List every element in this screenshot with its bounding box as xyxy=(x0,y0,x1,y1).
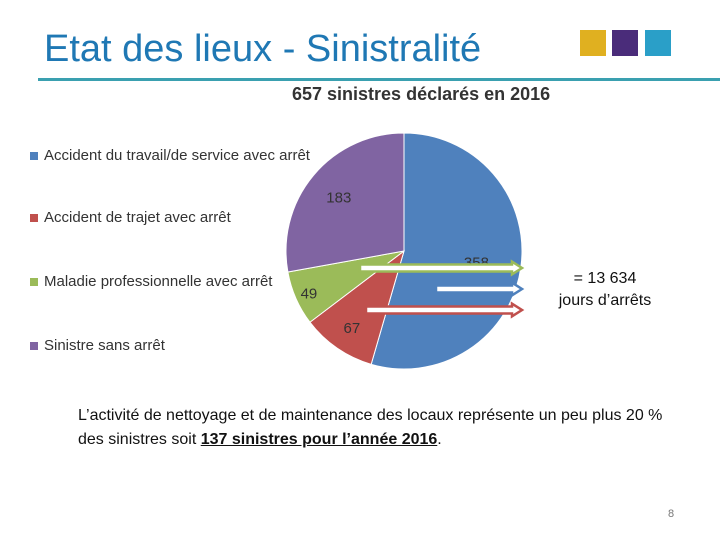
decor-square-yellow xyxy=(580,30,606,56)
legend-item-sinistre-sans-arret: Sinistre sans arrêt xyxy=(30,336,314,356)
note-text: L’activité de nettoyage et de maintenanc… xyxy=(78,407,663,448)
decor-square-purple xyxy=(612,30,638,56)
chart-title: 657 sinistres déclarés en 2016 xyxy=(292,84,551,104)
legend-item-accident-trajet: Accident de trajet avec arrêt xyxy=(30,208,314,228)
legend-item-accident-travail: Accident du travail/de service avec arrê… xyxy=(30,146,314,166)
pie-slice xyxy=(285,132,405,273)
page-number: 8 xyxy=(668,508,675,520)
pie-slice-value-label: 49 xyxy=(301,286,318,303)
callout-arrow xyxy=(364,301,525,319)
days-off-summary: = 13 634 jours d’arrêts xyxy=(530,268,680,312)
activity-note: L’activité de nettoyage et de maintenanc… xyxy=(78,404,668,452)
callout-arrow xyxy=(358,259,525,277)
pie-slice-value-label: 183 xyxy=(326,190,351,207)
days-off-value: = 13 634 xyxy=(573,270,637,287)
pie-slice xyxy=(309,249,405,365)
note-end: . xyxy=(437,431,442,448)
legend-label: Accident du travail/de service avec arrê… xyxy=(44,147,310,164)
callout-arrows xyxy=(358,259,525,319)
legend-label: Accident de trajet avec arrêt xyxy=(44,209,231,226)
slide-title: Etat des lieux - Sinistralité xyxy=(44,28,482,70)
decor-square-blue xyxy=(645,30,671,56)
callout-arrow xyxy=(434,280,525,298)
legend-swatch xyxy=(30,152,38,160)
legend-item-maladie-pro: Maladie professionnelle avec arrêt xyxy=(30,272,314,292)
title-divider xyxy=(38,78,720,81)
legend-swatch xyxy=(30,214,38,222)
legend-swatch xyxy=(30,278,38,286)
pie-slices xyxy=(285,132,523,370)
legend-label: Sinistre sans arrêt xyxy=(44,337,165,354)
legend-label: Maladie professionnelle avec arrêt xyxy=(44,273,273,290)
pie-slice-value-label: 67 xyxy=(343,320,360,337)
days-off-label: jours d’arrêts xyxy=(558,292,652,309)
legend-swatch xyxy=(30,342,38,350)
note-emphasis: 137 sinistres pour l’année 2016 xyxy=(200,431,438,448)
